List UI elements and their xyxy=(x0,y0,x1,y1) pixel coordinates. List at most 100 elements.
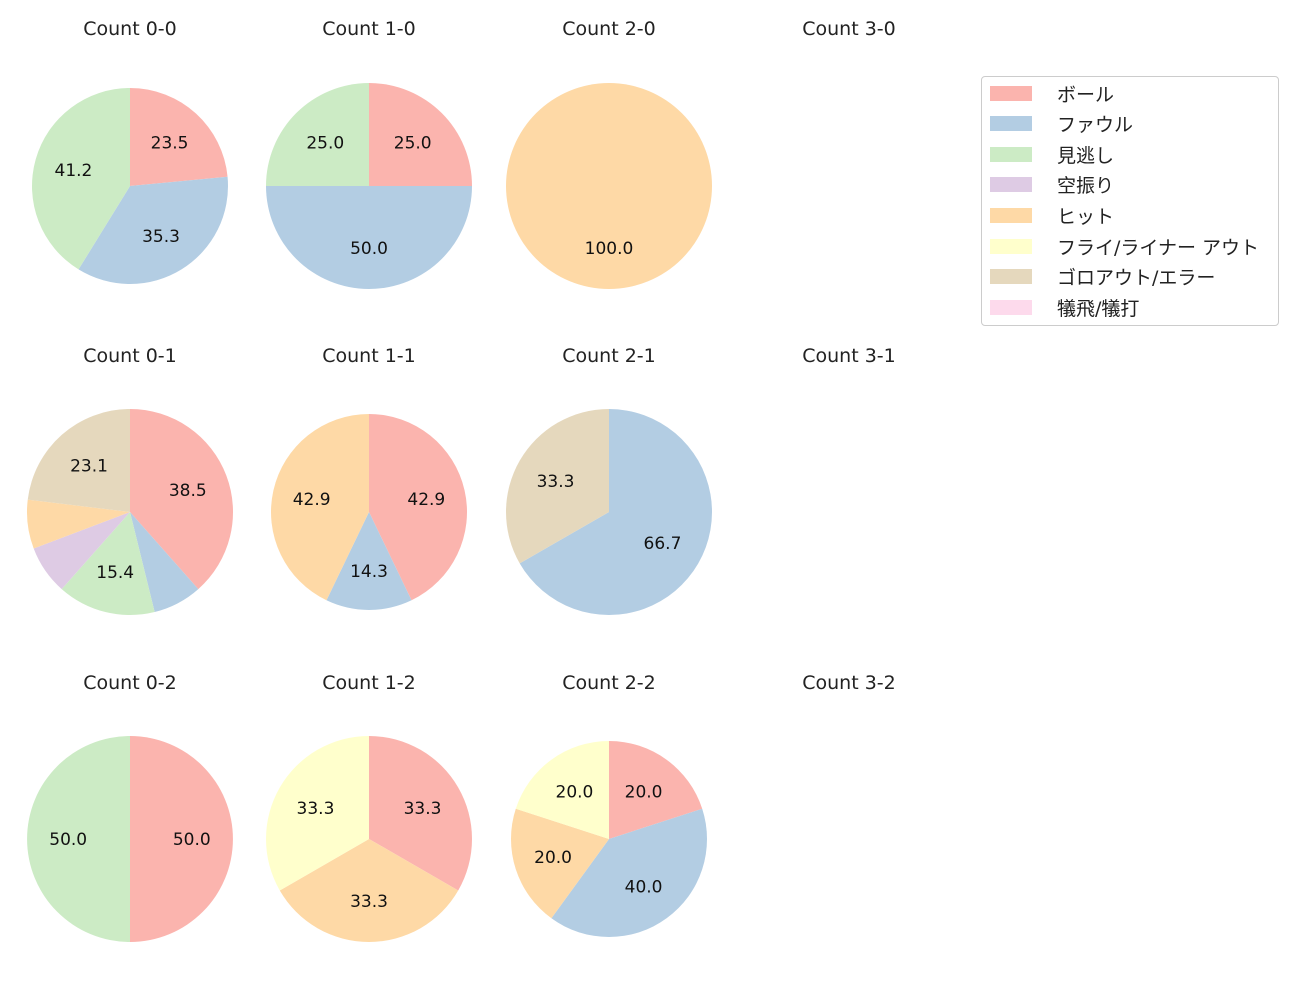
pie-slice-0 xyxy=(130,88,228,186)
pie-slice-6 xyxy=(506,409,609,564)
pie-title: Count 2-1 xyxy=(562,345,656,367)
pie-slice-label: 33.3 xyxy=(537,472,575,492)
pie-slice-label: 25.0 xyxy=(394,133,432,153)
pie-slice-label: 20.0 xyxy=(534,848,572,868)
legend-swatch xyxy=(990,238,1032,254)
pie-count-0-0: Count 0-0 23.5 35.3 41.2 xyxy=(32,18,228,284)
pie-slice-1 xyxy=(326,512,412,610)
legend-label: ファウル xyxy=(1057,114,1134,137)
pie-title: Count 0-0 xyxy=(83,18,177,40)
pie-slice-2 xyxy=(27,736,130,942)
legend-item: 犠飛/犠打 xyxy=(990,297,1139,320)
pie-slice-0 xyxy=(369,83,472,186)
pie-title: Count 3-0 xyxy=(802,18,896,40)
pie-slice-3 xyxy=(33,512,130,590)
pie-slice-label: 20.0 xyxy=(556,782,594,802)
legend-label: 犠飛/犠打 xyxy=(1057,297,1140,320)
pie-slice-label: 38.5 xyxy=(169,481,207,501)
pie-count-2-1: Count 2-1 66.7 33.3 xyxy=(506,345,712,615)
pie-slice-1 xyxy=(266,186,472,289)
pie-slice-label: 23.1 xyxy=(70,457,108,477)
pie-count-0-2: Count 0-2 50.0 50.0 xyxy=(27,672,233,942)
legend-item: 空振り xyxy=(990,175,1114,197)
pie-slice-label: 50.0 xyxy=(49,830,87,850)
legend-swatch xyxy=(990,207,1032,223)
pie-slice-2 xyxy=(32,88,130,270)
legend-item: ヒット xyxy=(990,205,1114,228)
pie-count-3-0: Count 3-0 xyxy=(802,18,896,40)
pie-count-2-0: Count 2-0 100.0 xyxy=(506,18,712,289)
pie-title: Count 0-2 xyxy=(83,672,177,694)
pie-slice-4 xyxy=(271,414,369,601)
pie-slice-4 xyxy=(510,808,609,919)
pie-slice-label: 100.0 xyxy=(585,239,634,259)
pie-slice-0 xyxy=(369,736,472,891)
pie-title: Count 0-1 xyxy=(83,345,177,367)
legend-swatch xyxy=(990,146,1032,162)
pie-slice-label: 33.3 xyxy=(297,799,335,819)
pie-slice-5 xyxy=(515,741,609,839)
pie-slice-2 xyxy=(266,83,369,186)
pie-title: Count 2-2 xyxy=(562,672,656,694)
legend-item: フライ/ライナー アウト xyxy=(990,236,1259,259)
legend-label: ボール xyxy=(1057,83,1115,106)
legend-swatch xyxy=(990,85,1032,101)
pie-slice-1 xyxy=(78,176,228,284)
pie-slice-0 xyxy=(609,741,703,839)
pie-slice-label: 23.5 xyxy=(151,134,189,154)
legend-swatch xyxy=(990,299,1032,315)
pie-title: Count 3-1 xyxy=(802,345,896,367)
pie-count-3-2: Count 3-2 xyxy=(802,672,896,694)
pie-slice-4 xyxy=(27,499,131,549)
pie-slice-5 xyxy=(266,736,369,891)
pie-slice-2 xyxy=(61,512,155,615)
pie-count-1-0: Count 1-0 25.0 50.0 25.0 xyxy=(266,18,472,289)
legend-label: フライ/ライナー アウト xyxy=(1057,236,1260,259)
legend: ボールファウル見逃し空振りヒットフライ/ライナー アウト ゴロアウト/エラー 犠飛/… xyxy=(981,76,1279,326)
legend-label: 見逃し xyxy=(1057,144,1115,167)
legend-swatch xyxy=(990,116,1032,132)
pie-slice-label: 33.3 xyxy=(404,799,442,819)
pie-slice-label: 15.4 xyxy=(96,563,134,583)
pie-slice-label: 42.9 xyxy=(407,490,445,510)
pie-slice-label: 33.3 xyxy=(350,892,388,912)
pie-slice-label: 66.7 xyxy=(644,534,682,554)
pie-slice-label: 42.9 xyxy=(293,490,331,510)
pie-title: Count 1-0 xyxy=(322,18,416,40)
pie-slice-1 xyxy=(130,512,199,613)
pie-slice-6 xyxy=(27,409,131,512)
pie-title: Count 1-1 xyxy=(322,345,416,367)
pie-count-0-1: Count 0-1 38.5 15.4 23.1 xyxy=(27,345,233,615)
pie-slice-label: 50.0 xyxy=(350,239,388,259)
pie-count-1-2: Count 1-2 33.3 33.3 33.3 xyxy=(266,672,472,942)
pie-slice-1 xyxy=(519,409,712,615)
pie-count-3-1: Count 3-1 xyxy=(802,345,896,367)
legend-label: ヒット xyxy=(1057,205,1115,228)
legend-item: ファウル xyxy=(990,114,1133,136)
pie-slice-0 xyxy=(130,409,233,590)
pie-title: Count 3-2 xyxy=(802,672,896,694)
legend-swatch xyxy=(990,269,1032,285)
pie-slice-1 xyxy=(551,808,708,938)
legend-item: ボール xyxy=(990,83,1114,106)
pie-count-2-2: Count 2-2 20.0 40.0 20.0 20.0 xyxy=(510,672,708,938)
legend-swatch xyxy=(990,177,1032,193)
pie-slice-label: 20.0 xyxy=(625,782,663,802)
pie-slice-label: 25.0 xyxy=(306,133,344,153)
pie-slice-label: 14.3 xyxy=(350,562,388,582)
legend-item: 見逃し xyxy=(990,144,1114,167)
pie-slice-0 xyxy=(369,414,467,601)
pie-slice-label: 41.2 xyxy=(55,161,93,181)
pie-count-1-1: Count 1-1 42.9 14.3 42.9 xyxy=(271,345,467,610)
legend-label: 空振り xyxy=(1057,175,1115,198)
pie-slice-4 xyxy=(506,83,712,289)
pie-slice-label: 40.0 xyxy=(625,878,663,898)
pie-slice-label: 50.0 xyxy=(173,830,211,850)
pie-slice-label: 35.3 xyxy=(142,227,180,247)
pie-title: Count 2-0 xyxy=(562,18,656,40)
legend-label: ゴロアウト/エラー xyxy=(1057,267,1216,290)
pie-title: Count 1-2 xyxy=(322,672,416,694)
pie-slice-0 xyxy=(130,736,233,942)
legend-item: ゴロアウト/エラー xyxy=(990,267,1215,289)
